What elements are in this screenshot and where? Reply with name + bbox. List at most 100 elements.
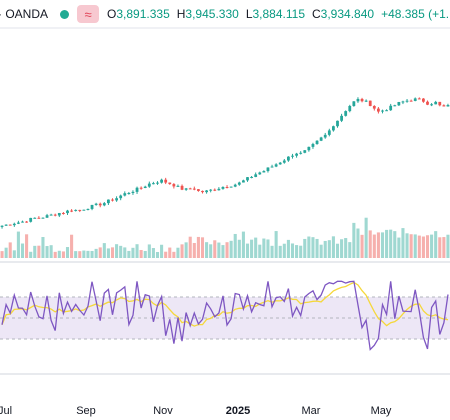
- volume-bar: [33, 245, 37, 258]
- candle-body: [53, 214, 57, 216]
- candle-body: [258, 172, 262, 175]
- volume-bar: [70, 234, 74, 258]
- high-value: H3,945.330: [176, 7, 239, 21]
- volume-bar: [331, 236, 335, 258]
- candle-body: [180, 185, 184, 190]
- volume-bar: [368, 230, 372, 258]
- candle-body: [131, 191, 135, 194]
- candle-body: [49, 214, 53, 216]
- candle-body: [442, 105, 446, 107]
- candle-body: [12, 223, 16, 226]
- candle-body: [229, 186, 233, 188]
- chart-header: · OANDA ≈ O3,891.335 H3,945.330 L3,884.1…: [0, 0, 450, 28]
- candle-body: [323, 134, 327, 138]
- volume-bar: [401, 228, 405, 258]
- volume-bar: [25, 234, 29, 258]
- time-axis-label: Sep: [76, 405, 96, 417]
- candle-body: [413, 98, 417, 101]
- volume-bar: [372, 234, 376, 258]
- volume-bar: [364, 217, 368, 258]
- volume-bar: [131, 247, 135, 258]
- candle-body: [160, 179, 163, 183]
- volume-bar: [147, 244, 151, 258]
- candle-body: [57, 212, 61, 216]
- volume-bar: [258, 244, 262, 258]
- volume-bar: [278, 245, 282, 258]
- volume-bar: [57, 250, 61, 258]
- candle-body: [62, 212, 65, 214]
- time-axis[interactable]: Jul Sep Nov 2025 Mar May: [0, 405, 392, 417]
- volume-bar: [221, 245, 225, 258]
- time-axis-label: Nov: [153, 405, 173, 417]
- volume-bar: [184, 242, 188, 258]
- volume-bar: [135, 244, 139, 258]
- volume-bar: [323, 240, 327, 258]
- candle-body: [278, 162, 282, 165]
- candle-body: [197, 189, 200, 191]
- candle-body: [78, 209, 82, 211]
- candle-body: [360, 98, 364, 102]
- candle-body: [147, 183, 151, 187]
- volume-bar: [12, 250, 16, 258]
- volume-bar: [299, 245, 303, 258]
- volume-bar: [196, 236, 200, 258]
- close-value: C3,934.840: [312, 7, 375, 21]
- candle-body: [143, 186, 147, 188]
- time-axis-label: May: [371, 405, 392, 417]
- candle-body: [41, 217, 45, 219]
- volume-bar: [155, 251, 160, 258]
- volume-bar: [270, 245, 274, 258]
- candle-body: [213, 189, 217, 191]
- volume-bar: [229, 240, 233, 258]
- candle-body: [90, 204, 94, 209]
- volume-bar: [393, 231, 397, 258]
- volume-bar: [172, 251, 176, 258]
- volume-bar: [421, 236, 425, 258]
- candle-body: [172, 184, 176, 187]
- candle-body: [184, 188, 188, 190]
- volume-bar: [335, 243, 340, 258]
- volume-bar: [352, 222, 356, 258]
- candle-body: [82, 209, 86, 211]
- volume-bar: [176, 247, 180, 258]
- candle-body: [405, 100, 409, 102]
- candle-body: [295, 153, 298, 156]
- candle-body: [356, 98, 360, 102]
- candle-body: [127, 193, 131, 195]
- candle-body: [4, 224, 8, 226]
- volume-bar: [164, 251, 168, 258]
- volume-bar: [274, 231, 278, 258]
- candle-body: [29, 217, 33, 222]
- volume-bar: [127, 250, 131, 258]
- volume-bar: [110, 247, 115, 258]
- candle-body: [315, 140, 319, 145]
- candle-body: [385, 110, 388, 112]
- candle-body: [364, 100, 368, 102]
- volume-bar: [344, 238, 348, 258]
- candle-body: [221, 186, 225, 189]
- candle-body: [246, 177, 249, 181]
- candle-body: [401, 101, 405, 103]
- volume-bar: [409, 234, 413, 258]
- volume-bar: [41, 237, 45, 258]
- volume-bar: [16, 231, 20, 258]
- volume-bar: [434, 231, 438, 258]
- volume-bar: [307, 236, 311, 258]
- volume-bar: [438, 237, 442, 258]
- volume-bar: [61, 251, 65, 258]
- volume-bar: [446, 234, 450, 258]
- volume-bar: [442, 237, 446, 258]
- candle-body: [409, 100, 413, 102]
- volume-bar: [20, 243, 25, 258]
- volume-bar: [241, 231, 245, 258]
- candle-body: [417, 98, 421, 100]
- volume-bar: [290, 243, 295, 258]
- symbol-label[interactable]: · OANDA: [0, 7, 49, 21]
- volume-bar: [102, 243, 106, 258]
- candle-body: [426, 101, 429, 105]
- wave-icon[interactable]: ≈: [77, 5, 100, 23]
- volume-bar: [356, 228, 360, 258]
- volume-bar: [327, 240, 331, 258]
- candle-body: [291, 155, 294, 157]
